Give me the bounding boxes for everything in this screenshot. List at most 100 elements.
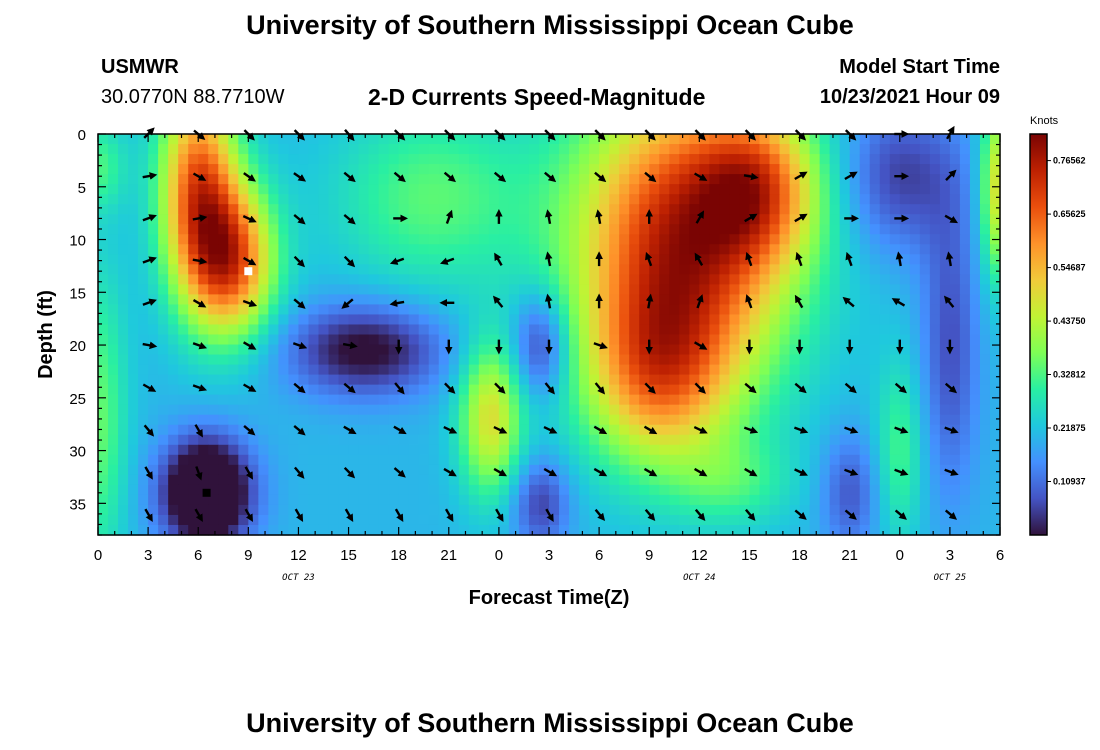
heatmap-cell bbox=[98, 414, 109, 426]
heatmap-cell bbox=[188, 244, 199, 255]
heatmap-cell bbox=[158, 304, 169, 316]
heatmap-cell bbox=[559, 514, 570, 526]
heatmap-cell bbox=[859, 204, 871, 215]
heatmap-cell bbox=[478, 284, 490, 296]
heatmap-cell bbox=[188, 154, 199, 165]
heatmap-cell bbox=[218, 144, 229, 155]
heatmap-cell bbox=[549, 154, 560, 165]
heatmap-cell bbox=[338, 184, 350, 195]
heatmap-cell bbox=[358, 184, 370, 195]
heatmap-cell bbox=[288, 304, 300, 316]
heatmap-cell bbox=[749, 414, 761, 426]
heatmap-cell bbox=[629, 404, 640, 416]
heatmap-cell bbox=[328, 454, 340, 466]
heatmap-cell bbox=[108, 384, 119, 396]
heatmap-cell bbox=[508, 224, 520, 235]
heatmap-cell bbox=[739, 234, 751, 245]
heatmap-cell bbox=[418, 184, 430, 195]
heatmap-cell bbox=[318, 274, 330, 285]
heatmap-cell bbox=[398, 364, 410, 376]
heatmap-cell bbox=[518, 144, 530, 155]
heatmap-cell bbox=[418, 274, 430, 285]
heatmap-cell bbox=[468, 494, 480, 506]
heatmap-cell bbox=[709, 344, 720, 356]
heatmap-cell bbox=[168, 434, 179, 446]
heatmap-cell bbox=[879, 454, 891, 466]
heatmap-cell bbox=[408, 514, 420, 526]
heatmap-cell bbox=[128, 264, 139, 275]
heatmap-cell bbox=[689, 344, 700, 356]
heatmap-cell bbox=[819, 524, 831, 536]
heatmap-cell bbox=[799, 224, 811, 235]
heatmap-cell bbox=[629, 444, 640, 456]
current-vector-arrow bbox=[393, 425, 407, 435]
heatmap-cell bbox=[188, 474, 199, 486]
heatmap-cell bbox=[949, 284, 961, 296]
heatmap-cell bbox=[909, 414, 921, 426]
heatmap-cell bbox=[528, 494, 540, 506]
heatmap-cell bbox=[248, 294, 259, 306]
heatmap-cell bbox=[619, 474, 630, 486]
heatmap-cell bbox=[308, 474, 320, 486]
heatmap-cell bbox=[308, 364, 320, 376]
heatmap-cell bbox=[989, 184, 1001, 195]
heatmap-cell bbox=[498, 314, 510, 326]
heatmap-cell bbox=[418, 374, 430, 386]
heatmap-cell bbox=[949, 344, 961, 356]
heatmap-cell bbox=[719, 434, 730, 446]
heatmap-cell bbox=[639, 354, 650, 366]
heatmap-cell bbox=[98, 254, 109, 265]
heatmap-cell bbox=[368, 204, 380, 215]
current-vector-arrow bbox=[293, 424, 306, 436]
heatmap-cell bbox=[729, 374, 741, 386]
heatmap-cell bbox=[669, 384, 680, 396]
heatmap-cell bbox=[849, 434, 861, 446]
heatmap-cell bbox=[959, 424, 971, 436]
heatmap-cell bbox=[238, 374, 249, 386]
heatmap-cell bbox=[388, 174, 400, 185]
heatmap-cell bbox=[659, 294, 670, 306]
heatmap-cell bbox=[158, 204, 169, 215]
heatmap-cell bbox=[779, 454, 791, 466]
heatmap-cell bbox=[278, 154, 290, 165]
heatmap-cell bbox=[538, 144, 550, 155]
heatmap-cell bbox=[799, 314, 811, 326]
heatmap-cell bbox=[959, 514, 971, 526]
heatmap-cell bbox=[318, 454, 330, 466]
heatmap-cell bbox=[98, 384, 109, 396]
heatmap-cell bbox=[428, 234, 440, 245]
heatmap-cell bbox=[128, 354, 139, 366]
heatmap-cell bbox=[719, 504, 730, 516]
heatmap-cell bbox=[919, 504, 931, 516]
heatmap-cell bbox=[218, 354, 229, 366]
heatmap-cell bbox=[208, 224, 219, 235]
heatmap-cell bbox=[949, 194, 961, 205]
heatmap-cell bbox=[559, 384, 570, 396]
heatmap-cell bbox=[729, 254, 741, 265]
heatmap-cell bbox=[268, 374, 279, 386]
y-tick-label: 20 bbox=[69, 338, 86, 355]
heatmap-cell bbox=[559, 184, 570, 195]
heatmap-cell bbox=[368, 224, 380, 235]
heatmap-cell bbox=[619, 174, 630, 185]
heatmap-cell bbox=[538, 424, 550, 436]
heatmap-cell bbox=[839, 314, 851, 326]
heatmap-cell bbox=[188, 314, 199, 326]
heatmap-cell bbox=[438, 184, 450, 195]
heatmap-cell bbox=[629, 514, 640, 526]
heatmap-cell bbox=[358, 444, 370, 456]
heatmap-cell bbox=[358, 304, 370, 316]
heatmap-cell bbox=[789, 504, 801, 516]
heatmap-cell bbox=[829, 184, 841, 195]
heatmap-cell bbox=[639, 204, 650, 215]
heatmap-cell bbox=[258, 404, 269, 416]
heatmap-cell bbox=[158, 274, 169, 285]
heatmap-cell bbox=[368, 254, 380, 265]
chart-subtitle: 2-D Currents Speed-Magnitude bbox=[368, 84, 706, 110]
heatmap-cell bbox=[228, 314, 239, 326]
heatmap-cell bbox=[959, 454, 971, 466]
heatmap-cell bbox=[699, 154, 710, 165]
heatmap-cell bbox=[749, 294, 761, 306]
heatmap-cell bbox=[118, 284, 129, 296]
heatmap-cell bbox=[118, 184, 129, 195]
